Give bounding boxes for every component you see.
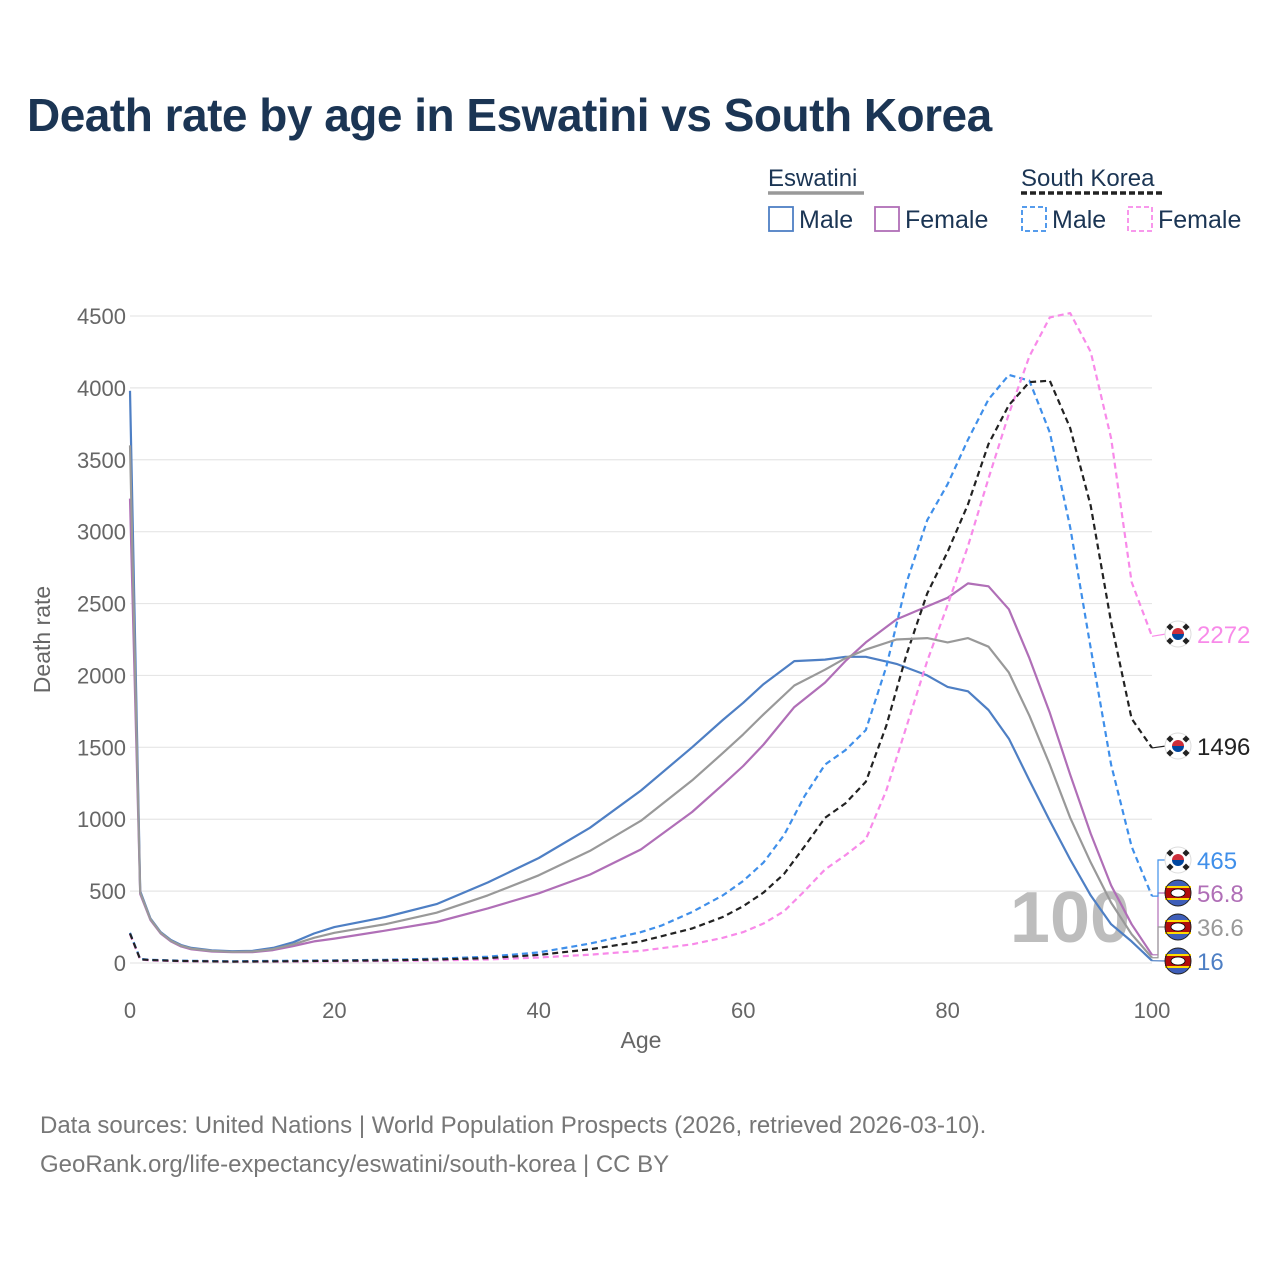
connector-eswatini-both xyxy=(1152,926,1166,959)
flag-outline xyxy=(1164,879,1192,907)
series-line-south-korea-female xyxy=(128,312,1154,963)
y-axis-title: Death rate xyxy=(29,586,55,693)
legend-item-male: Male xyxy=(1052,206,1106,234)
taegeuk-bottom-icon xyxy=(1172,634,1184,640)
legend-swatch-male xyxy=(1021,206,1047,232)
y-axis-ticks: 0 500 1000 1500 2000 2500 3000 3500 4000 4500 xyxy=(77,304,126,976)
attribution-line: GeoRank.org/life-expectancy/eswatini/sou… xyxy=(40,1151,670,1178)
source-footer: Data sources: United Nations | World Pop… xyxy=(40,1106,986,1184)
x-tick-label-0: 0 xyxy=(124,998,136,1023)
flag-shield xyxy=(1170,956,1186,966)
end-label-south-korea-female: 2272 xyxy=(1197,622,1250,649)
legend-swatch-male xyxy=(768,206,794,232)
connector-south-korea-female xyxy=(1151,633,1167,637)
legend-swatch-female xyxy=(1127,206,1153,232)
x-tick-label-80: 80 xyxy=(935,998,959,1023)
x-tick-label-100: 100 xyxy=(1134,998,1171,1023)
end-label-eswatini-both: 36.6 xyxy=(1197,915,1244,942)
eswatini-flag-icon xyxy=(1164,913,1192,941)
end-labels: 16 56.8 465 2272 1496 36.6 xyxy=(1151,620,1250,976)
gridlines xyxy=(130,315,1152,964)
age-watermark: 100 xyxy=(1010,878,1130,958)
taegeuk-bottom-icon xyxy=(1172,860,1184,866)
y-tick-label-2000: 2000 xyxy=(77,663,126,688)
legend-item-female: Female xyxy=(1158,206,1241,234)
series-line-south-korea-male xyxy=(128,373,1154,963)
eswatini-flag-icon xyxy=(1164,947,1192,975)
y-tick-label-3000: 3000 xyxy=(77,520,126,545)
legend-group-eswatini: Eswatini Male Female xyxy=(768,165,988,234)
y-tick-label-3500: 3500 xyxy=(77,448,126,473)
chart-title: Death rate by age in Eswatini vs South K… xyxy=(27,89,992,141)
flag-outline xyxy=(1164,947,1192,975)
legend-group-south-korea: South Korea Male Female xyxy=(1021,165,1241,234)
y-tick-label-0: 0 xyxy=(114,951,126,976)
legend-swatch-female xyxy=(874,206,900,232)
taegeuk-top-icon xyxy=(1172,854,1184,860)
flag-shield xyxy=(1170,888,1186,898)
x-tick-label-40: 40 xyxy=(527,998,551,1023)
x-tick-label-60: 60 xyxy=(731,998,755,1023)
x-axis-title: Age xyxy=(621,1027,662,1053)
x-axis-ticks: 0 20 40 60 80 100 xyxy=(124,998,1170,1023)
y-tick-label-1000: 1000 xyxy=(77,807,126,832)
x-tick-label-20: 20 xyxy=(322,998,346,1023)
series-line-eswatini-both xyxy=(128,445,1153,959)
source-line: Data sources: United Nations | World Pop… xyxy=(40,1112,987,1139)
series-line-eswatini-female xyxy=(128,498,1153,956)
taegeuk-bottom-icon xyxy=(1172,746,1184,752)
end-label-south-korea-both: 1496 xyxy=(1197,734,1250,761)
flag-shield xyxy=(1170,922,1186,932)
y-tick-label-500: 500 xyxy=(89,879,126,904)
connector-eswatini-female xyxy=(1152,892,1166,956)
legend-item-female: Female xyxy=(905,206,988,234)
series-line-south-korea-both xyxy=(128,379,1153,963)
connector-south-korea-male xyxy=(1152,859,1166,897)
end-label-south-korea-male: 465 xyxy=(1197,848,1237,875)
flag-outline xyxy=(1164,913,1192,941)
legend-group-title: South Korea xyxy=(1021,165,1155,192)
eswatini-flag-icon xyxy=(1164,879,1192,907)
connector-south-korea-both xyxy=(1151,745,1167,749)
end-label-eswatini-male: 16 xyxy=(1197,949,1224,976)
taegeuk-top-icon xyxy=(1172,740,1184,746)
series-lines xyxy=(128,312,1154,963)
y-tick-label-2500: 2500 xyxy=(77,592,126,617)
legend-item-male: Male xyxy=(799,206,853,234)
legend-group-title: Eswatini xyxy=(768,165,857,192)
y-tick-label-4000: 4000 xyxy=(77,376,126,401)
end-label-eswatini-female: 56.8 xyxy=(1197,881,1244,908)
taegeuk-top-icon xyxy=(1172,628,1184,634)
y-tick-label-4500: 4500 xyxy=(77,304,126,329)
y-tick-label-1500: 1500 xyxy=(77,735,126,760)
